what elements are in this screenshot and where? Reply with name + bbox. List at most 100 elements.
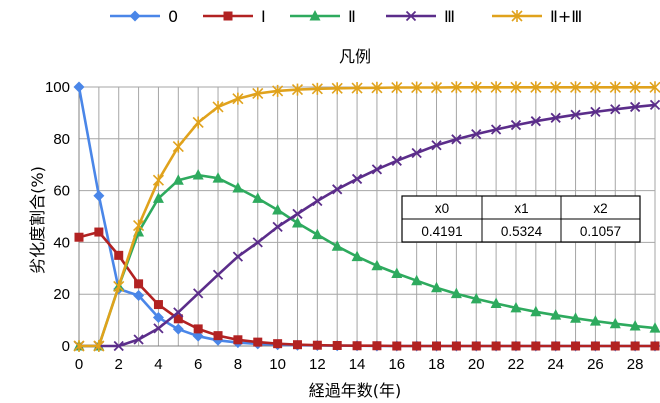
x-tick-label: 26: [587, 356, 604, 373]
data-point: [192, 330, 204, 342]
data-point: [73, 340, 85, 352]
data-point: [332, 184, 343, 195]
data-point: [152, 192, 164, 203]
x-axis-label: 経過年数(年): [309, 381, 402, 400]
series-line: [78, 230, 655, 348]
legend-label: 0: [168, 7, 178, 26]
series-group: [73, 81, 660, 352]
data-point: [391, 81, 403, 94]
data-point: [550, 112, 561, 123]
data-point: [291, 83, 304, 96]
legend-marker: [511, 10, 523, 22]
data-point: [530, 116, 541, 127]
x-tick-label: 24: [547, 356, 564, 373]
data-point: [491, 341, 501, 351]
data-point: [451, 134, 462, 145]
data-point: [471, 341, 481, 351]
data-point: [252, 237, 263, 248]
legend-item: Ⅱ: [290, 7, 356, 26]
legend-item: Ⅲ: [386, 7, 455, 26]
table-value-cell: 0.1057: [580, 224, 621, 239]
legend-item: Ⅰ: [203, 7, 266, 26]
data-point: [551, 341, 561, 351]
data-point: [550, 309, 562, 320]
data-point: [570, 312, 582, 323]
x-tick-label: 0: [75, 356, 83, 373]
data-point: [371, 164, 383, 175]
data-point: [471, 129, 482, 140]
table-header-cell: x1: [514, 201, 528, 216]
series-4: [73, 81, 660, 352]
data-point: [252, 192, 264, 203]
table-header-cell: x2: [593, 201, 607, 216]
data-point: [372, 341, 382, 351]
y-axis-label: 劣化度割合(%): [28, 166, 47, 274]
legend-label: Ⅱ: [348, 7, 356, 26]
legend-title: 凡例: [339, 47, 371, 66]
data-point: [272, 204, 284, 215]
data-point: [232, 92, 244, 105]
data-point: [133, 219, 145, 232]
series-2: [73, 169, 660, 351]
data-point: [173, 307, 184, 318]
legend-marker: [405, 10, 417, 22]
data-point: [610, 341, 620, 351]
y-tick-label: 80: [53, 131, 70, 148]
data-point: [233, 335, 243, 345]
table-value-cell: 0.4191: [421, 224, 462, 239]
data-point: [450, 287, 462, 299]
data-point: [291, 216, 303, 228]
x-tick-label: 12: [309, 356, 326, 373]
data-point: [252, 87, 264, 100]
data-point: [113, 280, 125, 293]
y-tick-label: 60: [53, 183, 70, 200]
data-point: [74, 232, 84, 242]
x-tick-label: 16: [388, 356, 405, 373]
data-point: [510, 119, 522, 131]
data-point: [192, 169, 204, 180]
data-point: [450, 81, 462, 94]
data-point: [431, 140, 442, 151]
y-tick-label: 0: [62, 338, 70, 355]
data-point: [73, 81, 85, 93]
data-point: [134, 279, 144, 289]
data-point: [490, 297, 502, 309]
data-point: [411, 147, 422, 159]
data-point: [510, 301, 522, 313]
x-tick-label: 22: [508, 356, 525, 373]
data-point: [392, 341, 402, 351]
legend-label: Ⅲ: [444, 7, 455, 26]
data-point: [629, 320, 641, 331]
data-point: [431, 281, 443, 293]
data-point: [351, 173, 363, 185]
data-point: [391, 267, 403, 278]
data-point: [609, 317, 621, 329]
legend-label: Ⅰ: [261, 7, 266, 26]
legend-marker: [309, 10, 321, 21]
data-point: [630, 341, 640, 351]
data-point: [451, 341, 461, 351]
legend-item: Ⅱ+Ⅲ: [492, 7, 582, 26]
data-point: [589, 315, 601, 326]
data-point: [550, 81, 562, 94]
parameter-table: x0 0.4191 x1 0.5324 x2 0.1057: [401, 195, 641, 243]
data-point: [192, 116, 204, 129]
data-point: [391, 155, 402, 166]
data-point: [610, 104, 621, 115]
data-point: [273, 339, 283, 349]
data-point: [232, 251, 244, 262]
data-point: [133, 334, 144, 345]
data-point: [212, 269, 224, 280]
data-point: [609, 81, 621, 94]
data-point: [133, 289, 145, 301]
data-point: [332, 340, 342, 350]
data-point: [93, 190, 105, 202]
data-point: [470, 292, 482, 304]
data-point: [569, 81, 582, 94]
data-point: [351, 250, 363, 262]
data-point: [630, 101, 641, 113]
data-point: [590, 106, 601, 118]
x-tick-label: 10: [269, 356, 286, 373]
data-point: [152, 312, 164, 324]
data-point: [312, 340, 322, 350]
